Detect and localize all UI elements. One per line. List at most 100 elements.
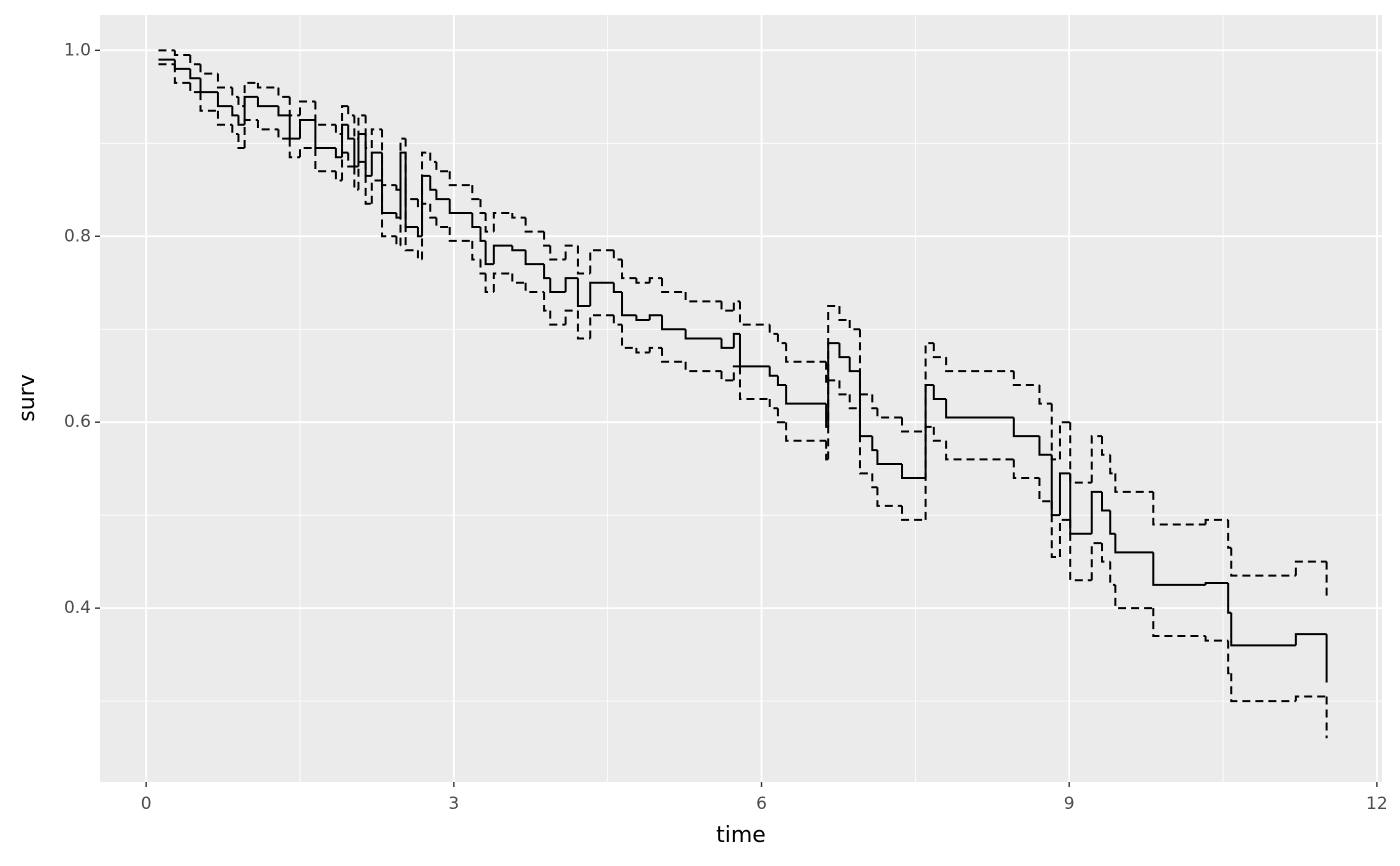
survival-step (199, 78, 218, 94)
survival-step (277, 106, 290, 117)
confidence-step (876, 487, 903, 507)
confidence-step (357, 114, 366, 139)
confidence-step (1050, 501, 1060, 559)
confidence-step (549, 245, 566, 261)
confidence-step (589, 249, 614, 274)
confidence-step (720, 301, 734, 312)
confidence-step (341, 151, 349, 181)
survival-step (448, 199, 473, 215)
confidence-step (945, 357, 1014, 373)
confidence-step (429, 203, 437, 219)
confidence-step (648, 346, 663, 353)
survival-step (876, 450, 903, 466)
survival-step (1230, 612, 1296, 647)
confidence-step (589, 314, 614, 339)
confidence-step (435, 217, 450, 228)
survival-step (648, 314, 663, 320)
confidence-step (416, 250, 423, 261)
confidence-step (435, 161, 450, 173)
survival-step (621, 292, 637, 317)
confidence-step (576, 245, 591, 275)
confidence-step (1294, 560, 1327, 576)
confidence-step (216, 110, 233, 126)
confidence-step (298, 146, 316, 158)
confidence-step (924, 425, 934, 520)
confidence-step (1294, 695, 1327, 702)
confidence-step (543, 231, 551, 247)
confidence-step (399, 137, 406, 190)
confidence-step (738, 301, 770, 326)
confidence-step (1058, 421, 1071, 460)
survival-step (231, 106, 239, 117)
survival-step (1204, 582, 1229, 585)
confidence-step (838, 305, 850, 321)
confidence-step (1101, 543, 1111, 563)
confidence-step (243, 81, 258, 107)
confidence-step (353, 166, 359, 191)
confidence-step (404, 138, 418, 201)
survival-step (1152, 552, 1206, 586)
confidence-step (684, 292, 722, 303)
confidence-step (1227, 519, 1232, 549)
confidence-step (576, 310, 591, 340)
survival-step (1038, 436, 1052, 456)
confidence-step (858, 408, 873, 475)
confidence-step (421, 151, 431, 209)
confidence-step (776, 333, 787, 345)
confidence-step (484, 273, 494, 294)
confidence-step (395, 236, 401, 247)
confidence-step (479, 259, 486, 275)
confidence-step (661, 278, 686, 294)
confidence-step (924, 342, 934, 432)
confidence-step (199, 64, 218, 75)
confidence-step (298, 100, 316, 116)
x-tick-label: 6 (756, 794, 767, 814)
confidence-step (1090, 542, 1103, 581)
confidence-step (277, 87, 290, 98)
confidence-step (471, 240, 481, 261)
confidence-step (492, 212, 513, 232)
confidence-step (1204, 518, 1229, 525)
confidence-step (612, 250, 623, 261)
survival-step (1058, 472, 1071, 516)
confidence-step (827, 379, 840, 460)
survival-step (776, 375, 787, 387)
confidence-step (901, 417, 926, 433)
confidence-step (732, 300, 740, 311)
confidence-step (543, 292, 551, 312)
confidence-step (1152, 491, 1206, 526)
survival-step (399, 151, 406, 218)
survival-step (871, 436, 878, 452)
y-axis-title: surv (15, 374, 40, 421)
survival-step (1101, 491, 1111, 512)
confidence-step (768, 398, 778, 410)
y-tick-label: 0.6 (64, 412, 91, 432)
survival-step (1227, 583, 1232, 614)
confidence-step (871, 394, 878, 410)
confidence-step (827, 304, 840, 386)
confidence-step (1069, 422, 1092, 484)
confidence-step (1050, 403, 1060, 461)
survival-step (341, 123, 349, 158)
confidence-step (564, 244, 578, 260)
confidence-step (479, 199, 486, 215)
confidence-step (1227, 640, 1232, 675)
survival-step (543, 264, 551, 280)
survival-step (549, 278, 566, 294)
confidence-step (448, 226, 473, 242)
y-tick-label: 1.0 (64, 40, 91, 60)
confidence-step (231, 124, 239, 136)
survival-step (435, 189, 450, 201)
survival-step (298, 119, 316, 139)
x-tick-label: 12 (1366, 794, 1388, 814)
survival-step (479, 226, 486, 242)
confidence-step (334, 171, 343, 182)
survival-step (768, 366, 778, 377)
confidence-step (370, 128, 383, 148)
survival-step (484, 240, 494, 266)
confidence-step (1204, 636, 1229, 642)
confidence-step (785, 343, 827, 363)
confidence-step (848, 319, 860, 331)
confidence-step (738, 366, 770, 400)
confidence-step (720, 371, 734, 382)
